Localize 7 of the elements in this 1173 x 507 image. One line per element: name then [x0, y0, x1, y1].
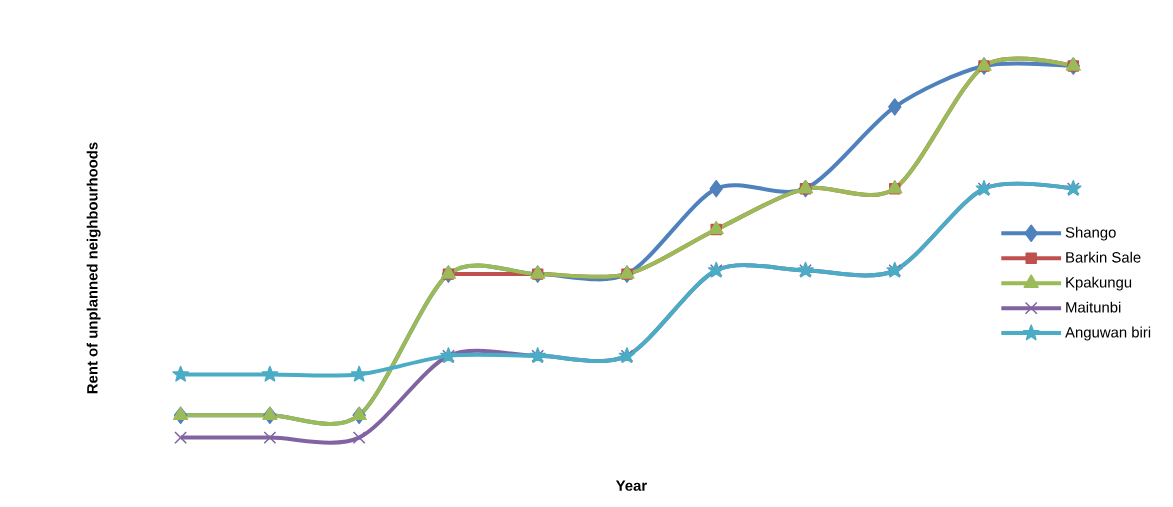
legend-label: Kpakungu — [1066, 276, 1132, 291]
legend-label: Shango — [1065, 226, 1116, 241]
y-axis-title: Rent of unplanned neighbourhoods — [86, 142, 101, 394]
legend-label: Barkin Sale — [1066, 251, 1141, 263]
legend-label: Anguwan biri — [1065, 326, 1151, 341]
x-axis-title: Year — [615, 480, 647, 491]
legend-label: Maitunbi — [1066, 301, 1121, 313]
